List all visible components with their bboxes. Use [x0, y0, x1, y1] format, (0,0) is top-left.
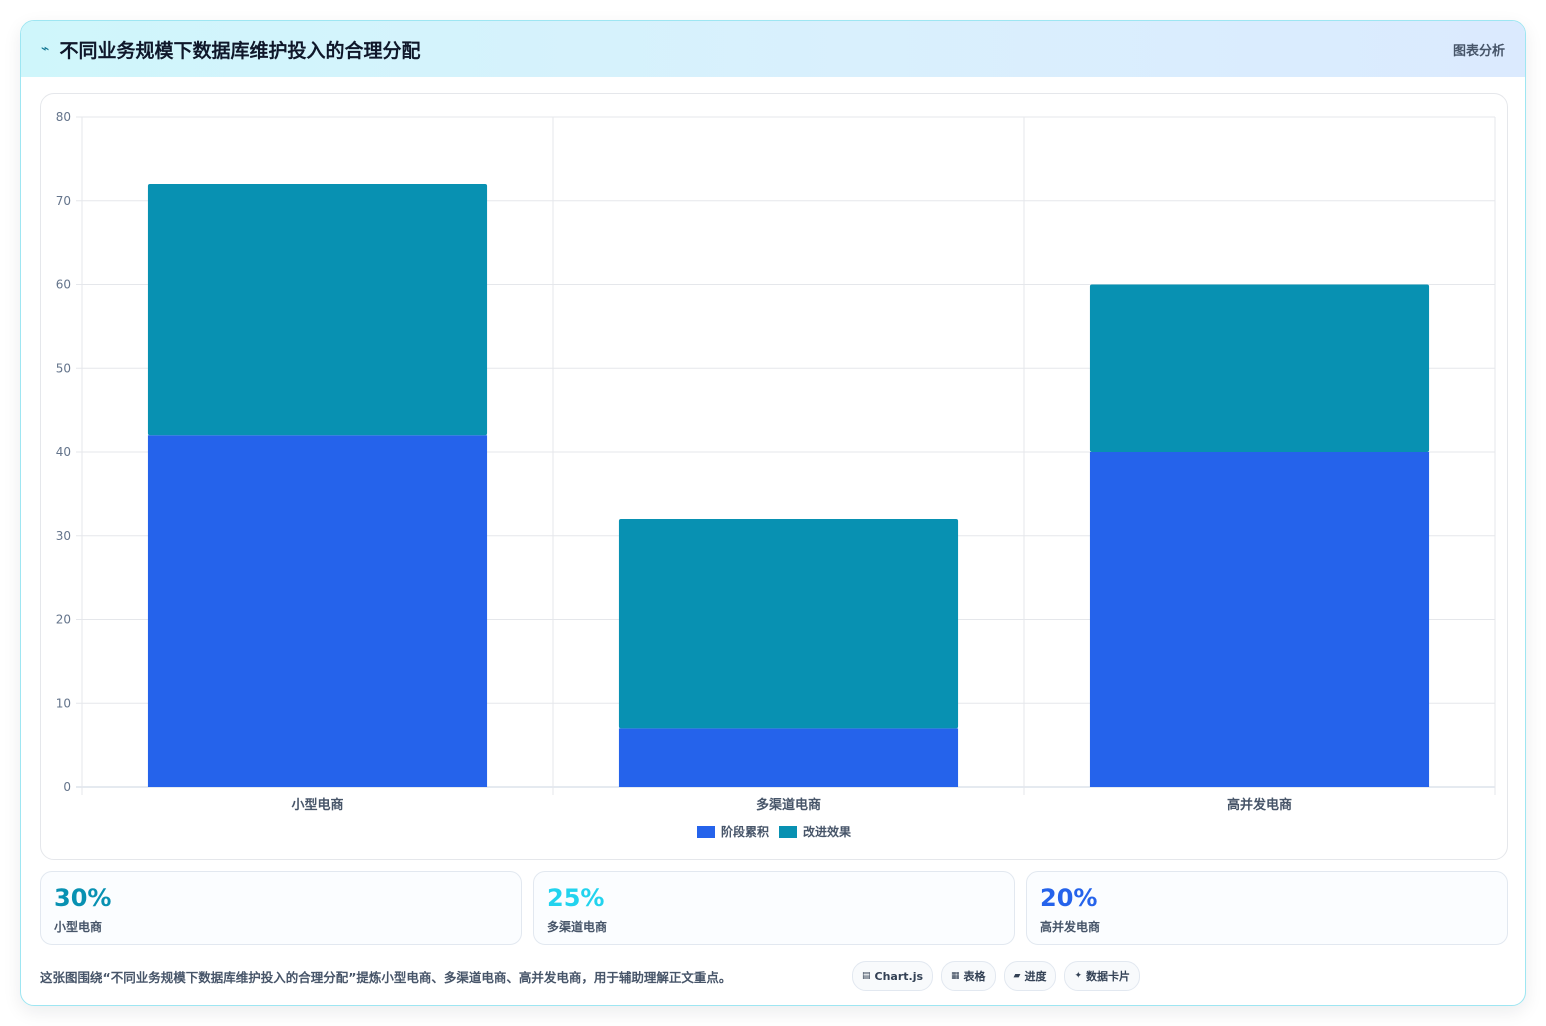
- tag-chartjs[interactable]: ▤ Chart.js: [852, 961, 934, 991]
- bar-improvement-effect: [1089, 284, 1430, 452]
- tag-table[interactable]: ▦ 表格: [941, 961, 996, 991]
- card-footer: 这张图围绕“不同业务规模下数据库维护投入的合理分配”提炼小型电商、多渠道电商、高…: [40, 959, 1508, 993]
- bar-improvement-effect: [147, 184, 488, 436]
- tag-label: 进度: [1024, 970, 1047, 983]
- chart-analysis-label: 图表分析: [1452, 43, 1505, 59]
- title-wrap: ⌁ 不同业务规模下数据库维护投入的合理分配: [41, 36, 420, 63]
- legend-label: 改进效果: [803, 824, 851, 839]
- tag-data-card[interactable]: ✦ 数据卡片: [1064, 961, 1141, 991]
- y-tick-label: 30: [56, 529, 71, 543]
- stat-card-multichannel: 25% 多渠道电商: [533, 871, 1015, 945]
- y-tick-label: 50: [56, 361, 71, 375]
- y-tick-label: 0: [63, 780, 71, 794]
- y-tick-label: 40: [56, 445, 71, 459]
- tag-label: Chart.js: [874, 969, 924, 983]
- stat-label: 小型电商: [54, 920, 103, 934]
- legend-swatch: [779, 826, 797, 838]
- tag-label: 表格: [963, 970, 986, 983]
- x-tick-label: 小型电商: [291, 797, 343, 813]
- stat-label: 高并发电商: [1040, 920, 1101, 934]
- card-header: ⌁ 不同业务规模下数据库维护投入的合理分配 图表分析: [21, 21, 1525, 77]
- bar-stage-cumulative: [618, 728, 959, 787]
- table-icon: ▦: [951, 971, 960, 981]
- chart-card: ⌁ 不同业务规模下数据库维护投入的合理分配 图表分析 0 10 20 30 40 50 60…: [20, 20, 1526, 1006]
- sparkle-icon: ✦: [1074, 971, 1083, 981]
- stat-value: 20%: [1040, 884, 1098, 912]
- y-tick-label: 80: [56, 110, 71, 124]
- tag-list: ▤ Chart.js ▦ 表格 ▰ 进度 ✦ 数据卡片: [852, 961, 1141, 991]
- chart-line-icon: ⌁: [41, 41, 50, 57]
- stat-cards: 30% 小型电商 25% 多渠道电商 20% 高并发电商: [40, 871, 1508, 945]
- tag-progress[interactable]: ▰ 进度: [1003, 961, 1057, 991]
- bar-stage-cumulative: [147, 435, 488, 787]
- bar-improvement-effect: [618, 519, 959, 729]
- stat-value: 30%: [54, 884, 112, 912]
- tag-label: 数据卡片: [1086, 970, 1131, 983]
- y-tick-label: 70: [56, 194, 71, 208]
- stat-value: 25%: [547, 884, 605, 912]
- chart-icon: ▤: [862, 971, 871, 981]
- stat-card-small: 30% 小型电商: [40, 871, 522, 945]
- chart-panel: 0 10 20 30 40 50 60 70 80 小型电商 多渠道电商 高并发电商阶段累积 改进效果: [40, 93, 1508, 860]
- y-tick-label: 60: [56, 278, 71, 292]
- y-tick-label: 10: [56, 696, 71, 710]
- chart-description: 这张图围绕“不同业务规模下数据库维护投入的合理分配”提炼小型电商、多渠道电商、高…: [40, 969, 732, 985]
- y-tick-label: 20: [56, 613, 71, 627]
- progress-icon: ▰: [1013, 971, 1021, 981]
- x-tick-label: 多渠道电商: [756, 797, 821, 813]
- bar-stage-cumulative: [1089, 452, 1430, 787]
- x-tick-label: 高并发电商: [1227, 797, 1292, 813]
- legend-swatch: [697, 826, 715, 838]
- stat-card-highconcurrency: 20% 高并发电商: [1026, 871, 1508, 945]
- legend-label: 阶段累积: [721, 824, 769, 839]
- page-title: 不同业务规模下数据库维护投入的合理分配: [59, 39, 421, 62]
- stat-label: 多渠道电商: [547, 920, 608, 934]
